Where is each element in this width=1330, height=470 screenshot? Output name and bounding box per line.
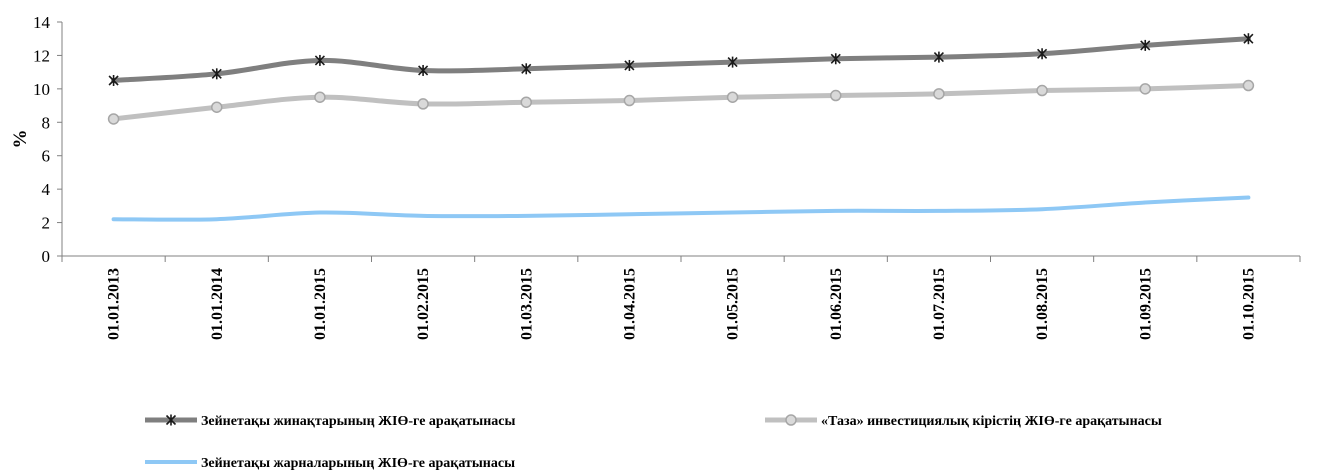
y-tick-label: 8 — [42, 113, 51, 132]
legend-item-1: Зейнетақы жинақтарының ЖІӨ-ге арақатынас… — [145, 414, 515, 429]
data-point — [785, 414, 797, 426]
data-point — [165, 414, 177, 426]
y-tick-label: 0 — [42, 247, 51, 266]
series-line — [111, 83, 1251, 122]
series-2 — [107, 79, 1255, 125]
data-point — [314, 54, 325, 66]
data-point — [726, 91, 739, 103]
data-point — [211, 101, 223, 113]
data-point — [933, 51, 944, 63]
legend-item-2: «Таза» инвестициялық кірістің ЖІӨ-ге ара… — [765, 414, 1162, 429]
chart-axes: 0 2 4 6 8 10 12 14% 01.01.2013 01.01.2014 01.01.20… — [10, 13, 1301, 340]
x-tick-label: 01.05.2015 — [725, 268, 742, 340]
data-point — [108, 75, 119, 86]
y-tick-label: 10 — [33, 80, 50, 99]
legend-label: Зейнетақы жарналарының ЖІӨ-ге арақатынас… — [201, 456, 515, 470]
x-tick-label: 01.04.2015 — [621, 268, 638, 340]
data-point — [314, 91, 326, 103]
data-point — [1036, 84, 1048, 97]
legend-label: «Таза» инвестициялық кірістің ЖІӨ-ге ара… — [821, 414, 1162, 429]
x-tick-label: 01.03.2015 — [518, 268, 535, 340]
y-tick-label: 12 — [33, 46, 50, 65]
data-point — [933, 88, 945, 100]
data-point — [830, 53, 841, 65]
x-tick-label: 01.02.2015 — [415, 268, 432, 340]
series-line — [111, 195, 1251, 222]
y-tick-label: 6 — [42, 147, 51, 166]
y-tick-label: 4 — [42, 180, 51, 199]
x-tick-label: 01.01.2014 — [209, 268, 226, 340]
series-1 — [108, 33, 1254, 86]
legend-item-3: Зейнетақы жарналарының ЖІӨ-ге арақатынас… — [145, 456, 515, 470]
data-point — [830, 89, 842, 102]
data-point — [1037, 48, 1048, 60]
x-tick-label: 01.01.2013 — [106, 268, 123, 340]
data-point — [624, 59, 635, 71]
legend-label: Зейнетақы жинақтарының ЖІӨ-ге арақатынас… — [201, 414, 515, 429]
series-layer — [107, 33, 1255, 222]
x-tick-label: 01.10.2015 — [1240, 268, 1257, 340]
data-point — [1242, 79, 1255, 92]
data-point — [727, 56, 738, 68]
data-point — [107, 113, 120, 125]
x-tick-label: 01.09.2015 — [1137, 268, 1154, 340]
data-point — [1140, 39, 1151, 51]
data-point — [418, 64, 429, 76]
chart-legend: Зейнетақы жинақтарының ЖІӨ-ге арақатынас… — [145, 414, 1162, 470]
data-point — [520, 96, 532, 108]
data-point — [211, 68, 222, 80]
y-tick-label: 14 — [33, 13, 51, 32]
series-line — [111, 36, 1251, 83]
x-tick-label: 01.08.2015 — [1034, 268, 1051, 340]
data-point — [623, 94, 636, 107]
data-point — [1139, 83, 1151, 95]
x-tick-label: 01.01.2015 — [312, 268, 329, 340]
y-tick-label: 2 — [42, 214, 51, 233]
x-tick-label: 01.06.2015 — [828, 268, 845, 340]
data-point — [1243, 33, 1254, 45]
y-axis-title: % — [10, 130, 31, 149]
x-tick-label: 01.07.2015 — [931, 268, 948, 340]
data-point — [521, 63, 532, 75]
data-point — [417, 98, 429, 110]
series-3 — [111, 195, 1251, 222]
